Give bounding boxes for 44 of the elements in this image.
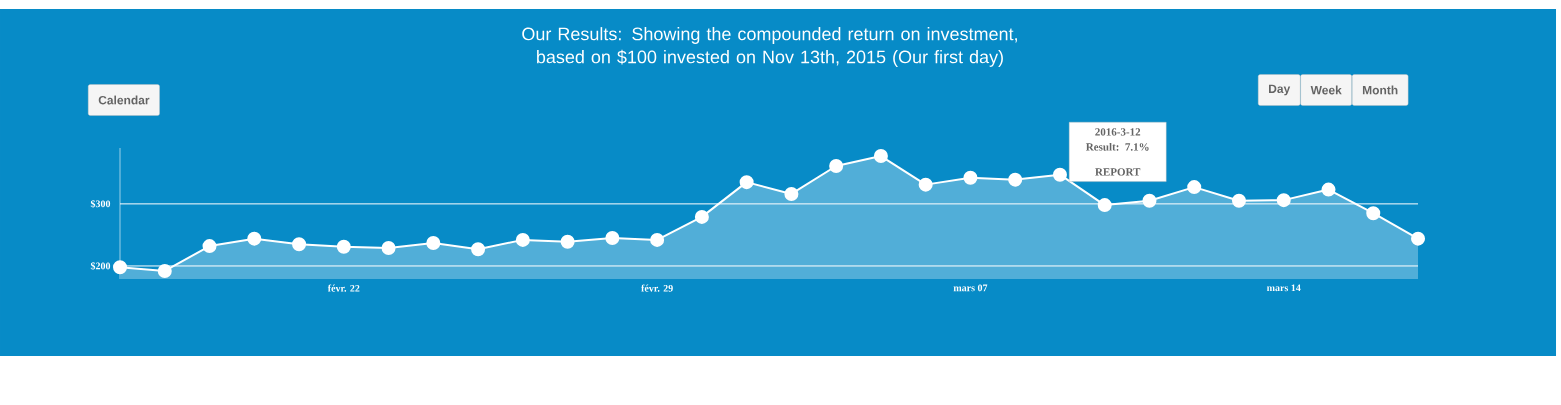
x-tick-label: févr. 29 [641,284,673,292]
point [1142,193,1157,208]
point [829,159,844,173]
point [1366,206,1381,221]
text: Day [1269,84,1291,96]
text: Week [1310,85,1342,95]
point [560,234,575,249]
x-tick-label: mars 07 [953,284,988,292]
point [963,170,978,185]
point [1052,167,1067,182]
point [873,149,888,164]
point [1411,231,1426,246]
text: 2016-3-12 [1095,128,1141,136]
point [784,186,799,201]
point [157,263,172,278]
chart-title: Our Results: Showing the compounded return on investment, based on $100 invested on Nov 13th, 2015 (Our first day) [522,27,1017,67]
x-tick-label: févr. 22 [327,284,360,292]
point [739,175,754,190]
point [650,232,665,247]
point [381,240,396,255]
point [1321,182,1336,197]
text: Month [1362,85,1398,95]
x-tick-label: mars 14 [1266,284,1301,292]
annotation: REPORT [1095,168,1141,176]
annotation: Result: 7.1% [1085,142,1149,151]
point [426,235,441,250]
point [471,242,486,257]
point [1008,172,1023,187]
point [1276,193,1291,208]
text: Calendar [98,95,150,105]
point [1231,193,1246,208]
y-tick-label: $200 [90,261,111,270]
point [336,239,351,254]
point [113,260,128,275]
point [1097,198,1112,213]
point [515,232,530,247]
point [694,209,709,224]
point [1187,180,1202,195]
point [918,177,933,192]
point [292,237,307,252]
point [605,231,620,246]
y-tick-label: $300 [90,199,111,208]
point [247,231,262,246]
point [202,239,217,254]
